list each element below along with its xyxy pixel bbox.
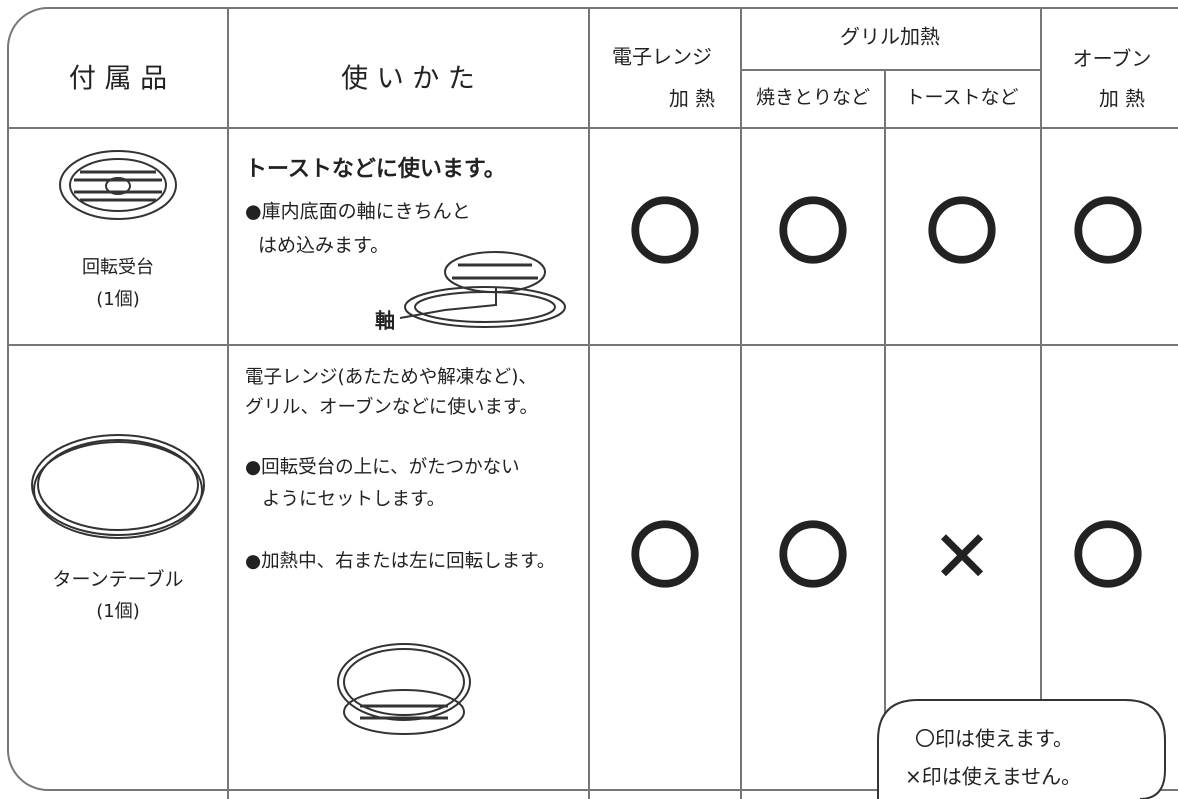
usage-text: グリル、オーブンなどに使います。 [245, 396, 538, 418]
header-cell: オーブン [1073, 47, 1152, 71]
header-cell: 焼きとりなど [756, 87, 870, 109]
legend-text: ×印は使えません。 [905, 765, 1081, 789]
usage-text: 電子レンジ(あたためや解凍など)、 [245, 367, 537, 388]
usage-text: ●加熱中、右または左に回転します。 [245, 551, 555, 572]
usage-title: トーストなどに使います。 [245, 157, 506, 182]
usage-text: ようにセットします。 [262, 489, 445, 510]
header-cell: 使 い か た [341, 64, 475, 95]
table-grid [8, 8, 1178, 799]
usage-mark: 〇 [629, 191, 701, 275]
header-cell: トーストなど [905, 87, 1018, 109]
usage-mark: 〇 [777, 191, 849, 275]
item-count: (1個) [96, 289, 140, 310]
legend-text: 〇印は使えます。 [915, 727, 1073, 751]
header-cell: 加 熱 [1099, 87, 1145, 111]
usage-mark: 〇 [1072, 515, 1144, 599]
usage-text: ●庫内底面の軸にきちんと [245, 201, 471, 223]
item-count: (1個) [96, 601, 140, 622]
header-cell: 加 熱 [669, 87, 715, 111]
table-border [7, 7, 1178, 791]
usage-mark: 〇 [777, 515, 849, 599]
axis-label: 軸 [375, 309, 395, 333]
usage-text: ●回転受台の上に、がたつかない [245, 457, 520, 478]
header-cell: 付 属 品 [69, 64, 167, 95]
header-cell: グリル加熱 [840, 25, 940, 49]
usage-mark: 〇 [1072, 191, 1144, 275]
illustration [31, 150, 566, 735]
item-name: ターンテーブル [53, 568, 184, 591]
legend-box [877, 699, 1166, 799]
usage-text: はめ込みます。 [258, 235, 389, 257]
usage-mark: 〇 [926, 191, 998, 275]
item-name: 回転受台 [82, 257, 154, 278]
header-cell: 電子レンジ [612, 45, 712, 69]
usage-mark: 〇 [629, 515, 701, 599]
usage-mark: ✕ [932, 515, 992, 599]
